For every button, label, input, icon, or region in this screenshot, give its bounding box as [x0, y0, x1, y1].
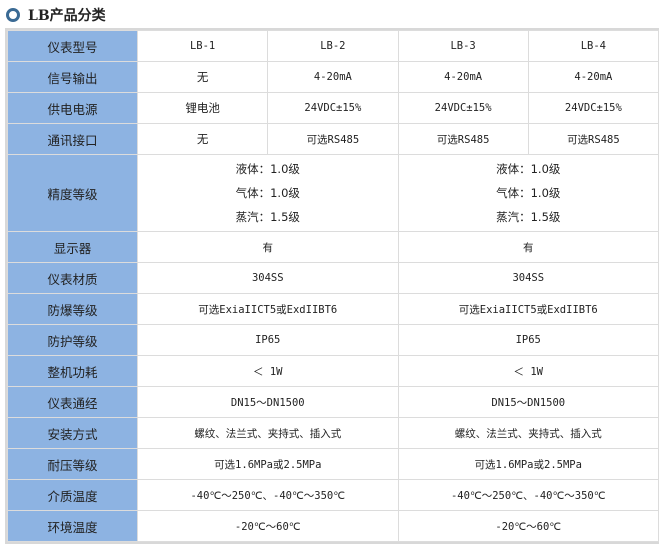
table-row: 整机功耗＜ 1W ＜ 1W — [7, 355, 659, 387]
row-label: 介质温度 — [7, 479, 138, 511]
table-cell: 无 — [136, 123, 269, 155]
table-row: 介质温度 -40℃～250℃、-40℃～350℃ -40℃～250℃、-40℃～35… — [7, 479, 659, 511]
table-cell: 4-20mA — [267, 61, 399, 93]
table-row: 通讯接口无可选RS485 可选RS485 可选RS485 — [7, 123, 660, 155]
row-label: 安装方式 — [7, 417, 138, 449]
table-cell: 螺纹、法兰式、夹持式、插入式 — [137, 417, 399, 449]
product-table: 仪表型号 LB-1 LB-2 LB-3 LB-4 信号输出无 4-20mA 4-20mA 4-2… — [5, 28, 660, 544]
row-label: 防护等级 — [7, 324, 138, 356]
row-label: 通讯接口 — [7, 123, 138, 155]
table-cell: 有 — [137, 231, 399, 263]
row-label: 信号输出 — [7, 61, 138, 93]
table-cell: 24VDC±15% — [397, 92, 529, 124]
row-label: 耐压等级 — [7, 448, 138, 480]
table-cell: 304SS — [397, 262, 659, 294]
table-cell: LB-1 — [136, 30, 269, 62]
table-row: 信号输出无 4-20mA 4-20mA 4-20mA — [7, 61, 660, 93]
row-label: 显示器 — [7, 231, 138, 263]
table-row: 耐压等级 可选1.6MPa或2.5MPa 可选1.6MPa或2.5MPa — [7, 448, 659, 480]
accuracy-line: 蒸汽：1.5级 — [235, 210, 300, 224]
table-cell: IP65 — [137, 324, 399, 356]
row-label: 防爆等级 — [7, 293, 138, 325]
accuracy-line: 气体：1.0级 — [235, 186, 300, 200]
table-cell: DN15～DN1500 — [137, 386, 399, 418]
bullet-icon — [6, 8, 20, 22]
table-cell: 304SS — [137, 262, 399, 294]
table-cell: -20℃～60℃ — [397, 510, 659, 542]
table-row: 供电电源 锂电池 24VDC±15% 24VDC±15% 24VDC±15% — [7, 92, 660, 124]
table-cell: -20℃～60℃ — [137, 510, 399, 542]
table-cell: 螺纹、法兰式、夹持式、插入式 — [397, 417, 659, 449]
table-cell: 可选ExiaIICT5或ExdIIBT6 — [397, 293, 659, 325]
row-label: 供电电源 — [7, 92, 138, 124]
table-cell: 4-20mA — [397, 61, 529, 93]
table-row: 防护等级 IP65 IP65 — [7, 324, 659, 356]
row-label: 环境温度 — [7, 510, 138, 542]
table-cell: DN15～DN1500 — [397, 386, 659, 418]
table-cell: 可选RS485 — [397, 123, 529, 155]
table-cell: 无 — [136, 61, 269, 93]
table-cell: ＜ 1W — [137, 355, 399, 387]
table-cell: 有 — [397, 231, 659, 263]
row-label: 仪表材质 — [7, 262, 138, 294]
table-cell: 锂电池 — [136, 92, 269, 124]
table-row: 显示器有有 — [7, 231, 659, 263]
accuracy-line: 气体：1.0级 — [496, 186, 561, 200]
accuracy-line: 液体：1.0级 — [496, 162, 561, 176]
table-row: 仪表型号 LB-1 LB-2 LB-3 LB-4 — [7, 30, 660, 62]
table-cell: 可选RS485 — [527, 123, 660, 155]
table-row: 仪表材质 304SS 304SS — [7, 262, 659, 294]
row-label: 精度等级 — [7, 154, 138, 232]
section-title-text: LB产品分类 — [28, 8, 106, 24]
table-cell: LB-4 — [527, 30, 660, 62]
section-title: LB产品分类 — [6, 6, 106, 24]
table-cell: 可选1.6MPa或2.5MPa — [137, 448, 399, 480]
table-cell: 液体：1.0级 气体：1.0级 蒸汽：1.5级 — [397, 154, 659, 232]
table-row: 仪表通经 DN15～DN1500 DN15～DN1500 — [7, 386, 659, 418]
table-cell: 24VDC±15% — [267, 92, 399, 124]
table-cell: LB-3 — [397, 30, 529, 62]
row-label: 整机功耗 — [7, 355, 138, 387]
table-cell: 液体：1.0级 气体：1.0级 蒸汽：1.5级 — [137, 154, 399, 232]
table-cell: 可选ExiaIICT5或ExdIIBT6 — [137, 293, 399, 325]
table-cell: 可选RS485 — [267, 123, 399, 155]
table-cell: 4-20mA — [527, 61, 660, 93]
row-label: 仪表通经 — [7, 386, 138, 418]
table-row: 防爆等级 可选ExiaIICT5或ExdIIBT6 可选ExiaIICT5或ExdI… — [7, 293, 659, 325]
table-cell: LB-2 — [267, 30, 399, 62]
table-row-accuracy: 精度等级 液体：1.0级 气体：1.0级 蒸汽：1.5级 液体：1.0级 气体：1.0级蒸… — [7, 154, 659, 232]
table-row: 环境温度 -20℃～60℃ -20℃～60℃ — [7, 510, 659, 542]
table-cell: 24VDC±15% — [527, 92, 660, 124]
accuracy-line: 液体：1.0级 — [235, 162, 300, 176]
table-cell: IP65 — [397, 324, 659, 356]
table-row: 安装方式 螺纹、法兰式、夹持式、插入式 螺纹、法兰式、夹持式、插入式 — [7, 417, 659, 449]
table-cell: -40℃～250℃、-40℃～350℃ — [397, 479, 659, 511]
row-label: 仪表型号 — [7, 30, 138, 62]
table-cell: -40℃～250℃、-40℃～350℃ — [137, 479, 399, 511]
accuracy-line: 蒸汽：1.5级 — [496, 210, 561, 224]
table-cell: 可选1.6MPa或2.5MPa — [397, 448, 659, 480]
table-cell: ＜ 1W — [397, 355, 659, 387]
